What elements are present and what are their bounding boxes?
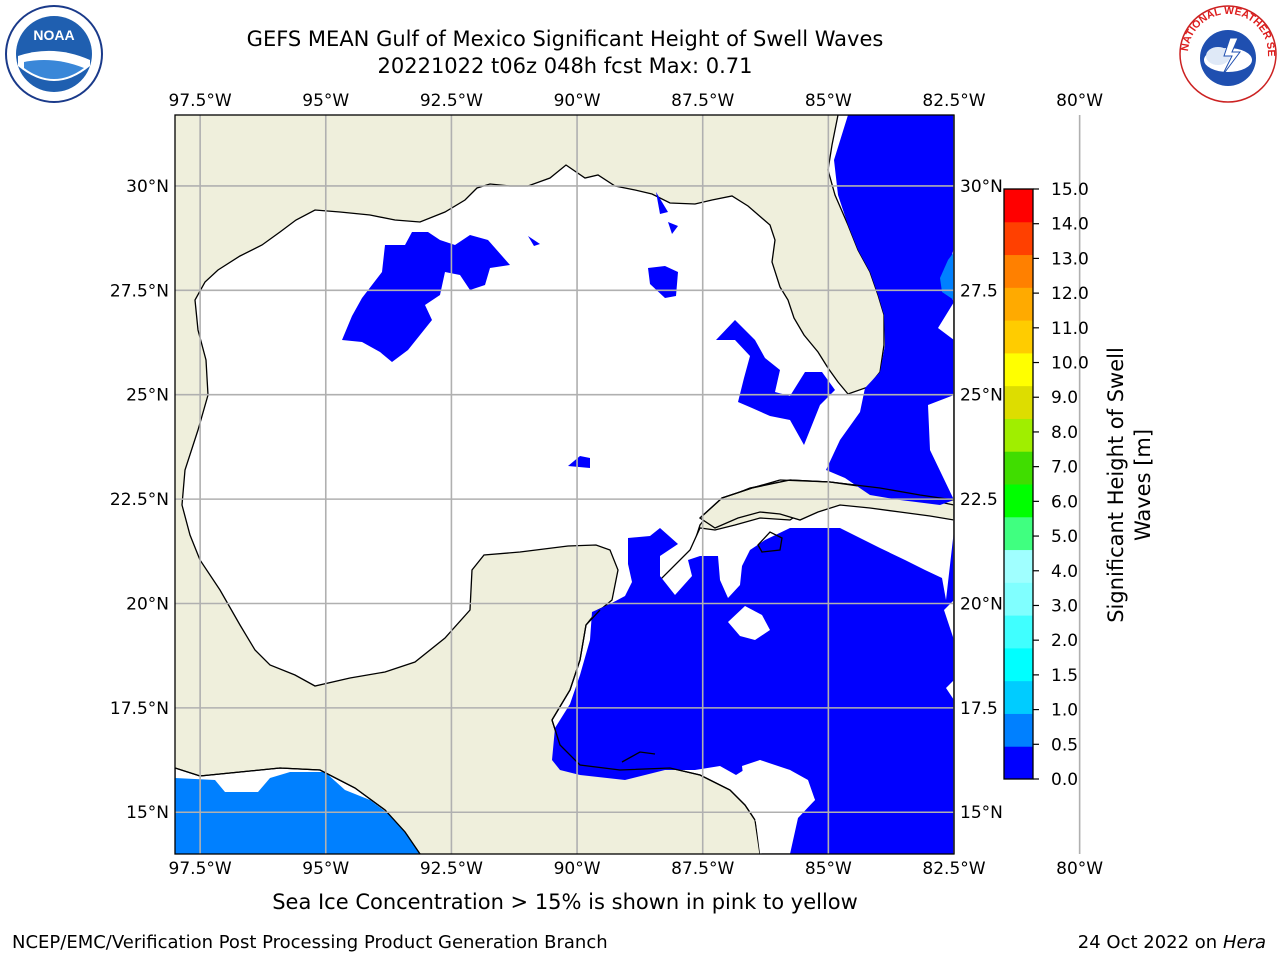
swell-patch-caribbean <box>552 528 954 854</box>
colorbar-segment <box>1004 221 1033 256</box>
lon-tick-top: 92.5°W <box>420 91 483 111</box>
colorbar-segment <box>1004 549 1033 583</box>
footer-date-text: 24 Oct 2022 on <box>1077 932 1223 953</box>
colorbar-tick-label: 2.0 <box>1051 631 1078 651</box>
colorbar-segment <box>1004 746 1033 780</box>
colorbar-tick-label: 1.0 <box>1051 701 1078 721</box>
colorbar-segment <box>1004 385 1033 419</box>
footer-organization: NCEP/EMC/Verification Post Processing Pr… <box>12 932 608 953</box>
colorbar-tick-label: 4.0 <box>1051 562 1078 582</box>
colorbar-segment <box>1004 254 1033 288</box>
caribbean-gap-2 <box>742 760 815 854</box>
lon-tick-top: 97.5°W <box>169 91 232 111</box>
swell-patch-panhandle <box>656 192 668 214</box>
colorbar-tick-label: 13.0 <box>1051 249 1089 269</box>
colorbar-segment <box>1004 582 1033 616</box>
lat-tick-left: 15°N <box>126 803 169 823</box>
lat-tick-left: 27.5°N <box>110 281 169 301</box>
colorbar-tick-label: 10.0 <box>1051 354 1089 374</box>
colorbar-tick-label: 12.0 <box>1051 284 1089 304</box>
colorbar-tick-label: 1.5 <box>1051 666 1078 686</box>
swell-field-low <box>342 115 954 854</box>
lat-tick-right: 25°N <box>960 386 1003 406</box>
colorbar-tick-label: 0.0 <box>1051 770 1078 790</box>
swell-patch-central <box>568 456 590 468</box>
swell-patch-atlantic <box>826 115 954 505</box>
lon-tick-top: 95°W <box>302 91 349 111</box>
lat-tick-right: 30°N <box>960 177 1003 197</box>
colorbar-tick-label: 11.0 <box>1051 319 1089 339</box>
lon-tick-top: 90°W <box>554 91 601 111</box>
colorbar-segment <box>1004 451 1033 485</box>
lon-tick-bottom: 87.5°W <box>671 859 734 879</box>
colorbar-tick-label: 0.5 <box>1051 735 1078 755</box>
lat-tick-left: 17.5°N <box>110 699 169 719</box>
lon-tick-top: 80°W <box>1056 91 1103 111</box>
chart-title: GEFS MEAN Gulf of Mexico Significant Hei… <box>246 27 884 51</box>
lon-tick-bottom: 92.5°W <box>420 859 483 879</box>
colorbar-tick-label: 8.0 <box>1051 423 1078 443</box>
swell-field-atlantic-edge <box>940 252 954 300</box>
lat-tick-right: 17.5 <box>960 699 998 719</box>
lat-tick-left: 30°N <box>126 177 169 197</box>
swell-patch-small-2 <box>668 222 678 234</box>
lon-tick-bottom: 80°W <box>1056 859 1103 879</box>
lon-tick-bottom: 85°W <box>805 859 852 879</box>
lat-tick-right: 22.5 <box>960 490 998 510</box>
map-area <box>175 115 954 854</box>
colorbar-segment <box>1004 680 1033 714</box>
chart-subtitle: 20221022 t06z 048h fcst Max: 0.71 <box>377 54 753 78</box>
colorbar-tick-label: 7.0 <box>1051 458 1078 478</box>
lat-tick-left: 22.5°N <box>110 490 169 510</box>
colorbar-tick-label: 5.0 <box>1051 527 1078 547</box>
colorbar-segment <box>1004 352 1033 387</box>
colorbar-segment <box>1004 189 1033 223</box>
noaa-logo-text: NOAA <box>33 27 74 43</box>
swell-patch-small-1 <box>528 236 540 246</box>
sea-ice-caption: Sea Ice Concentration > 15% is shown in … <box>272 890 858 914</box>
colorbar-tick-label: 9.0 <box>1051 388 1078 408</box>
colorbar-segment <box>1004 615 1033 649</box>
colorbar-tick-label: 3.0 <box>1051 596 1078 616</box>
colorbar <box>1003 188 1034 780</box>
colorbar-segment <box>1004 418 1033 452</box>
colorbar-segment <box>1004 287 1033 321</box>
lat-tick-left: 25°N <box>126 386 169 406</box>
gulf-of-mexico-water <box>181 115 954 687</box>
colorbar-label-line2: Waves [m] <box>1131 429 1155 541</box>
lon-tick-bottom: 95°W <box>302 859 349 879</box>
colorbar-label-line1: Significant Height of Swell <box>1104 347 1128 623</box>
colorbar-segment <box>1004 320 1033 354</box>
lon-tick-bottom: 90°W <box>554 859 601 879</box>
lon-tick-top: 85°W <box>805 91 852 111</box>
colorbar-frame <box>1003 188 1034 780</box>
colorbar-tick-label: 14.0 <box>1051 215 1089 235</box>
footer-host: Hera <box>1222 932 1266 953</box>
colorbar-segment <box>1004 647 1033 682</box>
footer-date: 24 Oct 2022 on Hera <box>1078 932 1266 953</box>
swell-patch-nw-gulf <box>342 232 510 362</box>
colorbar-segment <box>1004 713 1033 747</box>
lat-tick-left: 20°N <box>126 594 169 614</box>
lon-tick-bottom: 97.5°W <box>169 859 232 879</box>
colorbar-segment <box>1004 516 1033 551</box>
lat-tick-right: 27.5 <box>960 281 998 301</box>
lon-tick-top: 82.5°W <box>922 91 985 111</box>
lat-tick-right: 20°N <box>960 594 1003 614</box>
colorbar-tick-label: 15.0 <box>1051 180 1089 200</box>
colorbar-segment <box>1004 484 1033 518</box>
swell-patch-se-gulf <box>716 320 835 445</box>
lat-tick-right: 15°N <box>960 803 1003 823</box>
lon-tick-top: 87.5°W <box>671 91 734 111</box>
nws-logo: NATIONAL WEATHER SERVICE <box>1178 4 1277 103</box>
caribbean-gap-1 <box>728 606 770 640</box>
colorbar-tick-label: 6.0 <box>1051 492 1078 512</box>
noaa-logo: NOAA <box>5 5 103 103</box>
lon-tick-bottom: 82.5°W <box>922 859 985 879</box>
map-frame <box>174 114 955 855</box>
coastlines <box>175 479 954 854</box>
